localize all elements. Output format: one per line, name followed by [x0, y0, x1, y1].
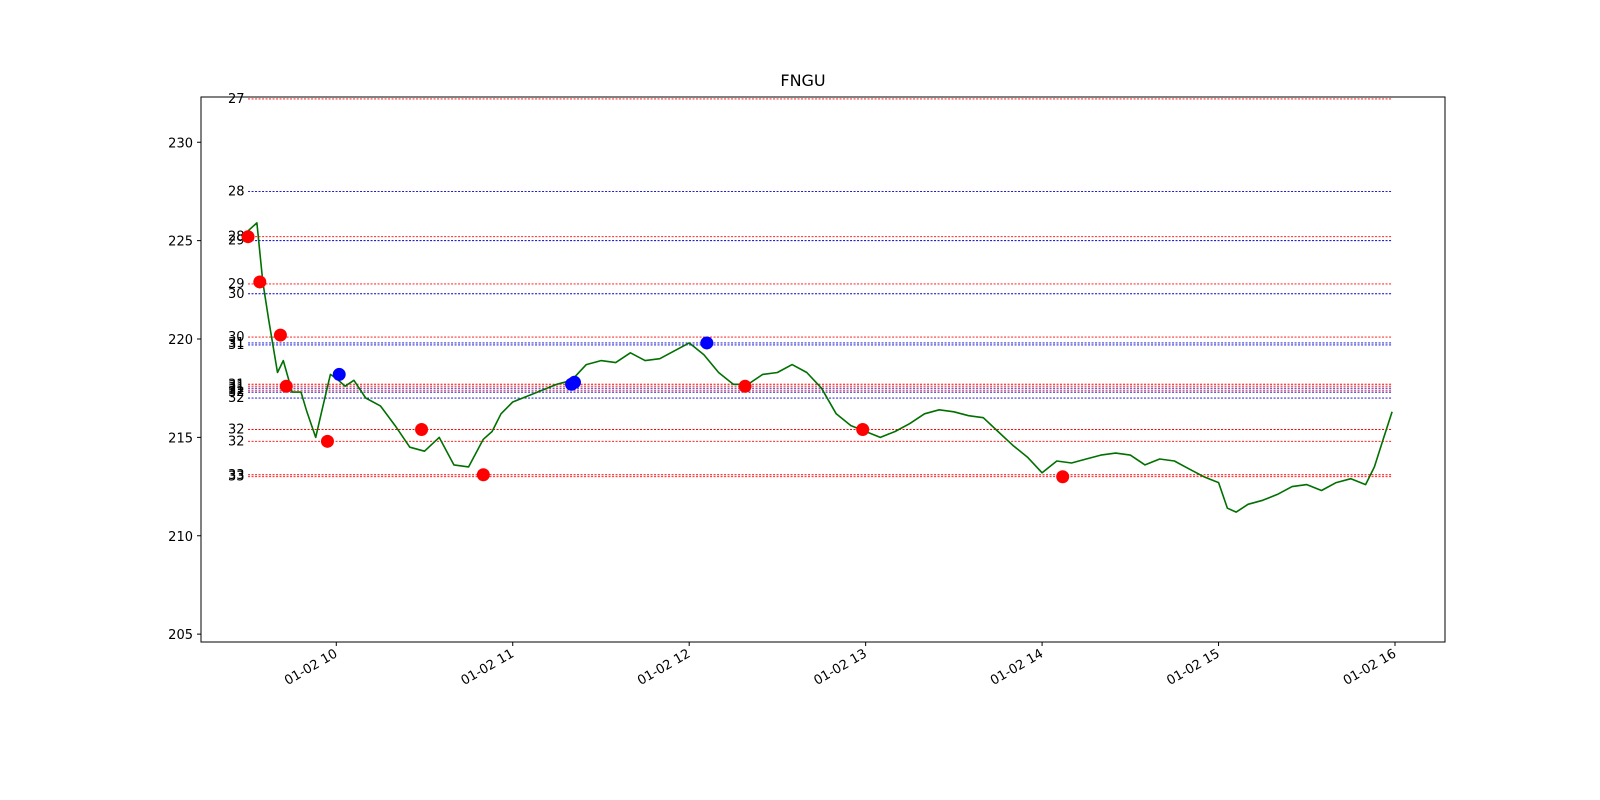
y-tick-label: 215 [168, 431, 193, 446]
level-label: 30 [228, 287, 245, 302]
sell-marker [476, 468, 490, 482]
level-label: 32 [228, 391, 245, 406]
sell-marker [320, 434, 334, 448]
level-label: 31 [228, 336, 245, 351]
buy-marker [567, 375, 581, 389]
sell-marker [279, 379, 293, 393]
chart-title: FNGU [780, 71, 825, 90]
y-axis: 205 210 215 220 225 230 [168, 136, 201, 643]
sell-marker [738, 379, 752, 393]
sell-marker [253, 275, 267, 289]
level-label: 31 [228, 379, 245, 394]
sell-marker [415, 423, 429, 437]
level-label: 29 [228, 277, 245, 292]
level-label: 29 [228, 234, 245, 249]
level-label: 32 [228, 423, 245, 438]
y-tick-label: 230 [168, 136, 193, 151]
level-label: 33 [228, 468, 245, 483]
sell-marker [856, 423, 870, 437]
level-label: 28 [228, 230, 245, 245]
level-label: 30 [228, 330, 245, 345]
level-label: 31 [228, 377, 245, 392]
sell-marker [273, 328, 287, 342]
level-label: 33 [228, 470, 245, 485]
y-tick-label: 220 [168, 333, 193, 348]
y-tick-label: 225 [168, 235, 193, 250]
buy-marker [700, 336, 714, 350]
price-series [247, 222, 1393, 513]
sell-marker [241, 230, 255, 244]
y-tick-label: 210 [168, 530, 193, 545]
level-label: 32 [228, 434, 245, 449]
level-label: 31 [228, 338, 245, 353]
level-label: 31 [228, 383, 245, 398]
price-line [247, 222, 1393, 513]
buy-marker [332, 367, 346, 381]
plot-frame [200, 96, 1446, 643]
level-label: 28 [228, 184, 245, 199]
y-tick-label: 205 [168, 628, 193, 643]
level-label: 27 [228, 92, 245, 107]
sell-marker [1056, 470, 1070, 484]
level-label: 31 [228, 381, 245, 396]
trade-markers [241, 230, 1070, 484]
level-label: 32 [228, 385, 245, 400]
